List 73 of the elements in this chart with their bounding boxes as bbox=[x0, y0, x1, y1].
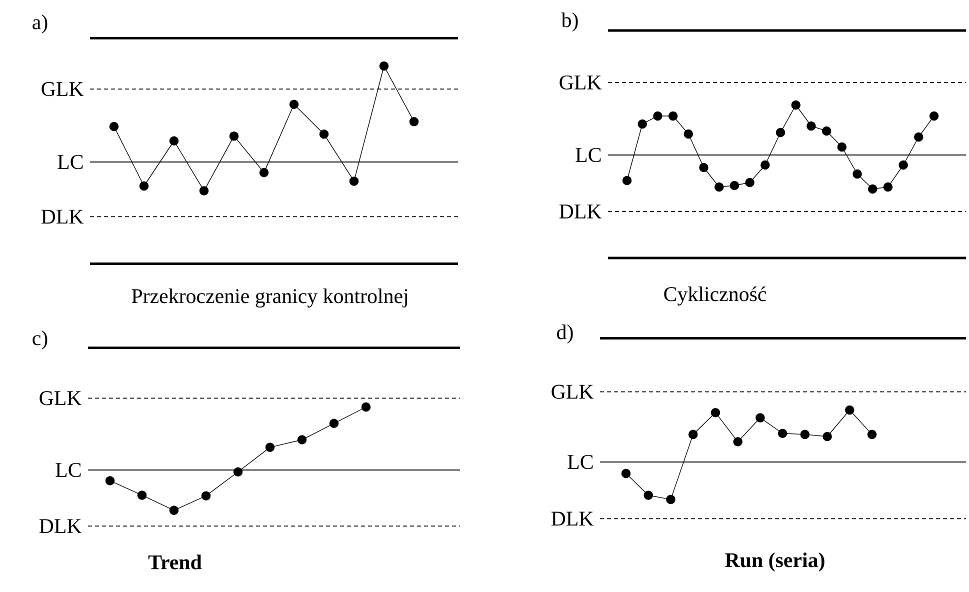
point bbox=[169, 136, 179, 146]
point bbox=[259, 168, 269, 178]
ref-line-label: LC bbox=[58, 154, 83, 170]
point bbox=[898, 160, 908, 170]
point bbox=[233, 467, 243, 477]
point bbox=[760, 160, 770, 170]
point bbox=[730, 180, 740, 190]
point bbox=[714, 182, 724, 192]
point bbox=[710, 408, 720, 418]
ref-line-label: DLK bbox=[559, 204, 602, 218]
point bbox=[883, 182, 893, 192]
point bbox=[914, 132, 924, 142]
point bbox=[845, 405, 854, 415]
point bbox=[329, 418, 339, 428]
point bbox=[806, 121, 816, 131]
point bbox=[668, 111, 678, 121]
point bbox=[778, 428, 788, 438]
point bbox=[688, 430, 698, 440]
point bbox=[105, 476, 115, 486]
ref-line-label: DLK bbox=[551, 512, 594, 526]
point bbox=[791, 100, 800, 110]
point bbox=[699, 162, 708, 172]
point bbox=[776, 128, 786, 138]
point bbox=[265, 442, 275, 452]
point bbox=[379, 61, 389, 71]
point bbox=[109, 122, 119, 132]
point bbox=[409, 117, 419, 126]
point bbox=[361, 402, 371, 412]
point bbox=[289, 100, 299, 110]
ref-line-label: LC bbox=[56, 462, 81, 478]
point bbox=[297, 435, 307, 444]
point bbox=[745, 178, 754, 188]
point bbox=[684, 129, 694, 139]
x-axis-title: Trend bbox=[148, 554, 202, 570]
point bbox=[666, 494, 676, 504]
point bbox=[800, 430, 810, 440]
point bbox=[868, 184, 878, 194]
point bbox=[137, 490, 147, 500]
point bbox=[852, 169, 862, 179]
point bbox=[638, 119, 647, 129]
ref-line-label: DLK bbox=[41, 210, 84, 224]
point bbox=[621, 468, 631, 478]
ref-line-label: LC bbox=[568, 454, 593, 470]
point bbox=[837, 142, 847, 152]
chart-title: d) bbox=[557, 324, 573, 344]
chart-title: c) bbox=[32, 330, 48, 350]
x-axis-title: Run (seria) bbox=[725, 552, 824, 572]
x-axis-title: Przekroczenie granicy kontrolnej bbox=[132, 288, 408, 308]
point bbox=[756, 413, 765, 422]
point bbox=[822, 126, 832, 136]
ref-line-label: LC bbox=[576, 148, 601, 162]
point bbox=[644, 490, 654, 500]
ref-line-label: GLK bbox=[552, 384, 594, 399]
point bbox=[867, 430, 877, 440]
point bbox=[229, 131, 239, 141]
point bbox=[622, 176, 632, 186]
point bbox=[319, 130, 329, 139]
point bbox=[201, 491, 211, 500]
point bbox=[822, 432, 832, 442]
point bbox=[139, 181, 149, 191]
point bbox=[929, 111, 939, 121]
point bbox=[199, 186, 209, 196]
ref-line-label: GLK bbox=[42, 82, 84, 96]
ref-line-label: DLK bbox=[39, 519, 82, 533]
x-axis-title: Cykliczność bbox=[664, 286, 766, 306]
point bbox=[733, 437, 742, 446]
chart-title: a) bbox=[32, 14, 48, 34]
point bbox=[653, 111, 662, 121]
ref-line-label: GLK bbox=[560, 75, 602, 90]
point bbox=[349, 176, 359, 186]
chart-title: b) bbox=[561, 12, 578, 32]
ref-line-label: GLK bbox=[40, 391, 82, 406]
point bbox=[169, 506, 179, 515]
